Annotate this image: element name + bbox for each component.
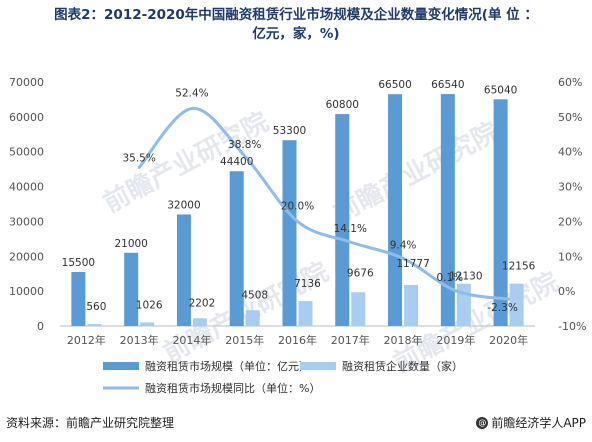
data-label-yoy: 20.0% (281, 200, 314, 212)
y-left-tick-label: 0 (37, 320, 44, 333)
x-tick-label: 2019年 (436, 333, 475, 347)
bar-company-count (192, 318, 207, 326)
bar-market-scale (176, 214, 191, 326)
y-left-tick-label: 60000 (9, 111, 44, 124)
legend-label-company-count: 融资租赁企业数量（家） (342, 359, 463, 373)
data-label-company-count: 1026 (136, 299, 163, 311)
line-yoy-growth (137, 106, 511, 301)
at-icon: @ (476, 416, 489, 429)
y-right-tick-label: 0% (558, 285, 575, 298)
data-label-yoy: 38.8% (228, 139, 261, 151)
data-label-company-count: 2202 (189, 297, 216, 309)
x-tick-label: 2014年 (172, 333, 211, 347)
chart-bars (71, 94, 524, 326)
y-left-tick-label: 30000 (9, 215, 44, 228)
x-tick-label: 2020年 (489, 333, 528, 347)
data-label-company-count: 12156 (502, 261, 536, 273)
y-right-tick-label: 20% (558, 215, 582, 228)
bar-market-scale (71, 271, 86, 326)
x-tick-label: 2018年 (384, 333, 423, 347)
data-label-market-scale: 15500 (62, 257, 95, 269)
brand-text: 前瞻经济学人APP (491, 416, 586, 430)
brand-credit: @ 前瞻经济学人APP (476, 414, 586, 431)
chart-title-line-1: 图表2：2012-2020年中国融资租赁行业市场规模及企业数量变化情况(单 位 … (54, 7, 538, 23)
data-label-company-count: 7136 (294, 278, 321, 290)
data-label-company-count: 560 (86, 301, 106, 313)
y-left-tick-label: 70000 (9, 76, 44, 89)
y-left-tick-label: 10000 (9, 285, 44, 298)
bar-market-scale (440, 94, 455, 326)
bar-company-count (404, 284, 419, 326)
bar-company-count (87, 324, 102, 326)
data-label-market-scale: 32000 (167, 199, 200, 211)
data-label-company-count: 9676 (347, 267, 374, 279)
y-left-tick-label: 40000 (9, 181, 44, 194)
x-tick-label: 2016年 (278, 333, 317, 347)
y-right-tick-label: 50% (558, 111, 582, 124)
y-right-tick-label: -10% (558, 320, 586, 333)
y-left-tick-label: 50000 (9, 146, 44, 159)
data-label-market-scale: 66500 (378, 79, 411, 91)
chart-legend: 融资租赁市场规模（单位：亿元） 融资租赁企业数量（家） 融资租赁市场规模同比（单位：… (103, 359, 463, 395)
x-tick-label: 2017年 (331, 333, 370, 347)
data-label-yoy: 14.1% (334, 223, 367, 235)
data-label-company-count: 11777 (396, 258, 429, 270)
chart-axes: 0 10000 20000 30000 40000 50000 60000 70000 -10%… (9, 76, 586, 347)
y-right-tick-label: 60% (558, 76, 582, 89)
data-label-yoy: -2.3% (487, 302, 517, 314)
legend-swatch-market-scale (103, 362, 139, 370)
bar-company-count (245, 310, 260, 326)
data-label-yoy: 0.1% (436, 272, 463, 284)
bar-market-scale (229, 171, 244, 326)
x-tick-label: 2012年 (67, 333, 106, 347)
legend-swatch-company-count (300, 362, 336, 370)
data-label-market-scale: 65040 (484, 84, 517, 96)
data-label-yoy: 52.4% (175, 87, 208, 99)
data-label-market-scale: 60800 (326, 99, 359, 111)
data-label-market-scale: 44400 (220, 156, 253, 168)
bar-company-count (351, 292, 366, 326)
data-label-company-count: 4508 (241, 289, 268, 301)
legend-label-market-scale: 融资租赁市场规模（单位：亿元） (145, 359, 310, 373)
chart-line (137, 106, 511, 301)
data-label-yoy: 35.5% (122, 152, 155, 164)
bar-company-count (509, 283, 524, 326)
bar-company-count (298, 301, 313, 326)
y-right-tick-label: 30% (558, 181, 582, 194)
data-label-company-count: 12130 (449, 271, 482, 283)
bar-company-count (140, 322, 155, 326)
y-right-tick-label: 10% (558, 250, 582, 263)
data-label-yoy: 9.4% (390, 239, 417, 251)
chart-data-labels: 15500 21000 32000 44400 53300 60800 66500 66540… (62, 79, 536, 314)
data-label-market-scale: 53300 (273, 125, 306, 137)
data-label-market-scale: 21000 (114, 238, 147, 250)
data-label-market-scale: 66540 (431, 79, 464, 91)
bar-market-scale (124, 252, 139, 326)
chart-title: 图表2：2012-2020年中国融资租赁行业市场规模及企业数量变化情况(单 位 … (0, 6, 592, 44)
bar-market-scale (282, 140, 297, 326)
y-left-tick-label: 20000 (9, 250, 44, 263)
bar-market-scale (335, 114, 350, 326)
x-tick-label: 2013年 (120, 333, 159, 347)
chart-title-line-2: 亿元，家，%) (252, 26, 340, 42)
x-tick-label: 2015年 (225, 333, 264, 347)
bar-market-scale (493, 99, 508, 326)
bar-company-count (456, 283, 471, 326)
y-right-tick-label: 40% (558, 146, 582, 159)
bar-market-scale (388, 94, 403, 326)
source-note: 资料来源：前瞻产业研究院整理 (6, 416, 175, 430)
legend-label-yoy: 融资租赁市场规模同比（单位：%） (145, 381, 320, 395)
watermark-text: 前瞻产业研究院 (328, 116, 503, 229)
